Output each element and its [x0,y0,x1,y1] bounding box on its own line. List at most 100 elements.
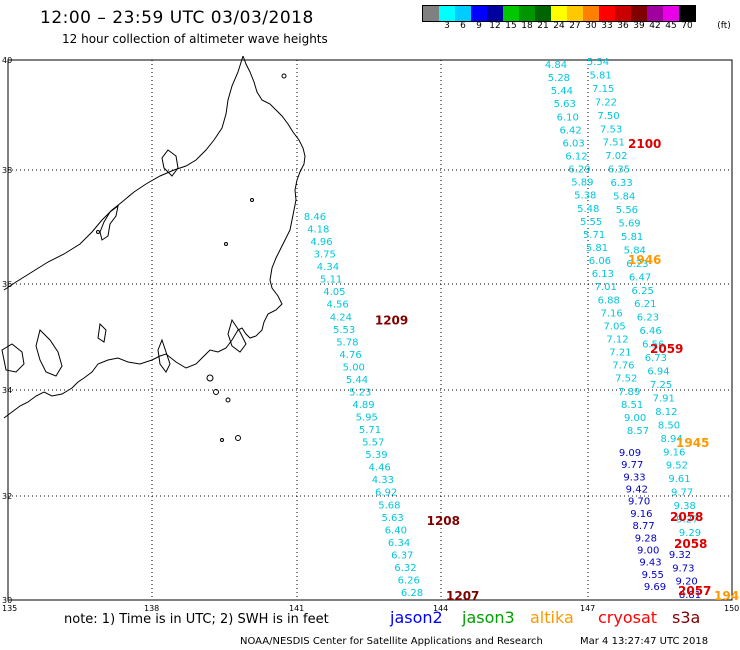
scale-swatch [615,6,631,21]
swh-value: 8.57 [627,426,649,437]
scale-label: 36 [617,21,629,31]
pass-time-label: 2058 [674,537,707,551]
swh-value: 9.32 [669,550,691,561]
lat-label: 38 [2,166,12,175]
scale-label: 24 [553,21,565,31]
swh-value: 7.76 [612,361,634,372]
swh-value: 5.69 [618,218,640,229]
scale-unit: (ft) [717,21,731,31]
swh-value: 7.01 [595,282,617,293]
swh-value: 7.53 [600,124,622,135]
swh-value: 9.33 [623,472,645,483]
swh-value: 5.56 [616,205,638,216]
swh-value: 6.56 [642,340,664,351]
footer-note: note: 1) Time is in UTC; 2) SWH is in fe… [64,612,329,627]
scale-label: 15 [505,21,517,31]
swh-value: 7.16 [601,308,623,319]
altimeter-tracks: 8.46 4.184.96 3.754.34 5.114.05 4.564.24 5.53… [304,57,701,603]
swh-value: 6.29 [568,165,590,176]
lon-label: 147 [580,604,595,613]
pass-time-label: 1208 [427,514,460,528]
sado-island [161,149,179,177]
swh-value: 5.84 [624,245,646,256]
scale-label: 12 [489,21,501,31]
map-title: 12:00 – 23:59 UTC 03/03/2018 [40,8,314,28]
honshu-coastline [3,55,306,419]
swh-value: 7.02 [605,151,627,162]
swh-value: 6.47 [629,272,651,283]
scale-label: 42 [649,21,661,31]
swh-value: 7.52 [615,374,637,385]
lon-label: 138 [144,604,159,613]
scale-swatch [487,6,503,21]
scale-swatch [583,6,599,21]
credit-line: NOAA/NESDIS Center for Satellite Applica… [240,636,543,647]
swh-value: 9.27 [676,515,698,526]
swh-value: 5.53 [333,325,355,336]
swh-value: 6.13 [592,269,614,280]
swh-value: 6.88 [598,295,620,306]
swh-value: 6.21 [634,299,656,310]
sea-of-japan-coastline [3,55,244,291]
swh-value: 9.70 [628,497,650,508]
swh-value: 8.50 [658,420,680,431]
izu-island [213,389,219,395]
swh-value: 5.23 [349,387,371,398]
pass-time-label: 1945 [676,436,709,450]
pass-time-label: 2059 [650,342,683,356]
swh-value: 7.91 [653,393,675,404]
swh-value: 4.46 [369,463,391,474]
scale-swatch [647,6,663,21]
pass-time-label: 2058 [670,510,703,524]
swh-value: 7.22 [595,97,617,108]
swh-value: 4.96 [310,237,332,248]
swh-value: 5.78 [336,337,358,348]
small-island [250,198,254,202]
map-subtitle: 12 hour collection of altimeter wave hei… [62,32,328,46]
izu-peninsula [157,338,171,373]
satellite-name: jason3 [462,608,515,627]
swh-value: 7.15 [592,84,614,95]
swh-value: 9.28 [635,533,657,544]
swh-value: 4.34 [317,262,339,273]
swh-value: 8.46 [304,212,326,223]
pass-time-label: 1946 [628,253,661,267]
scale-label: 33 [601,21,613,31]
swh-value: 9.52 [666,461,688,472]
scale-swatch [439,6,455,21]
swh-value: 6.06 [589,256,611,267]
swh-value: 6.94 [647,367,669,378]
swh-value: 5.81 [621,232,643,243]
swh-value: 9.29 [679,528,701,539]
izu-island [225,397,231,403]
small-island [281,73,287,79]
scale-label: 39 [633,21,645,31]
izu-island [235,435,241,441]
swh-value: 5.71 [583,230,605,241]
map-frame [7,59,733,601]
swh-value: 8.12 [655,407,677,418]
swh-value: 6.23 [637,313,659,324]
scale-swatch [503,6,519,21]
scale-swatch [631,6,647,21]
scale-label: 30 [585,21,597,31]
coastline [1,55,306,442]
swh-value: 5.44 [346,375,368,386]
swh-value: 9.61 [668,474,690,485]
scale-label: 70 [681,21,693,31]
izu-island [220,438,224,442]
swh-value: 5.44 [551,86,573,97]
swh-value: 4.76 [339,350,361,361]
pass-time-label: 2100 [628,137,661,151]
swh-value: 6.25 [632,286,654,297]
scale-swatch [599,6,615,21]
small-island [96,230,100,234]
scale-swatch [519,6,535,21]
swh-value: 9.16 [663,447,685,458]
scale-swatch [471,6,487,21]
swh-value: 5.11 [320,275,342,286]
swh-value: 6.10 [557,112,579,123]
swh-value: 6.35 [608,165,630,176]
swh-value: 6.46 [639,326,661,337]
swh-value: 6.92 [375,488,397,499]
